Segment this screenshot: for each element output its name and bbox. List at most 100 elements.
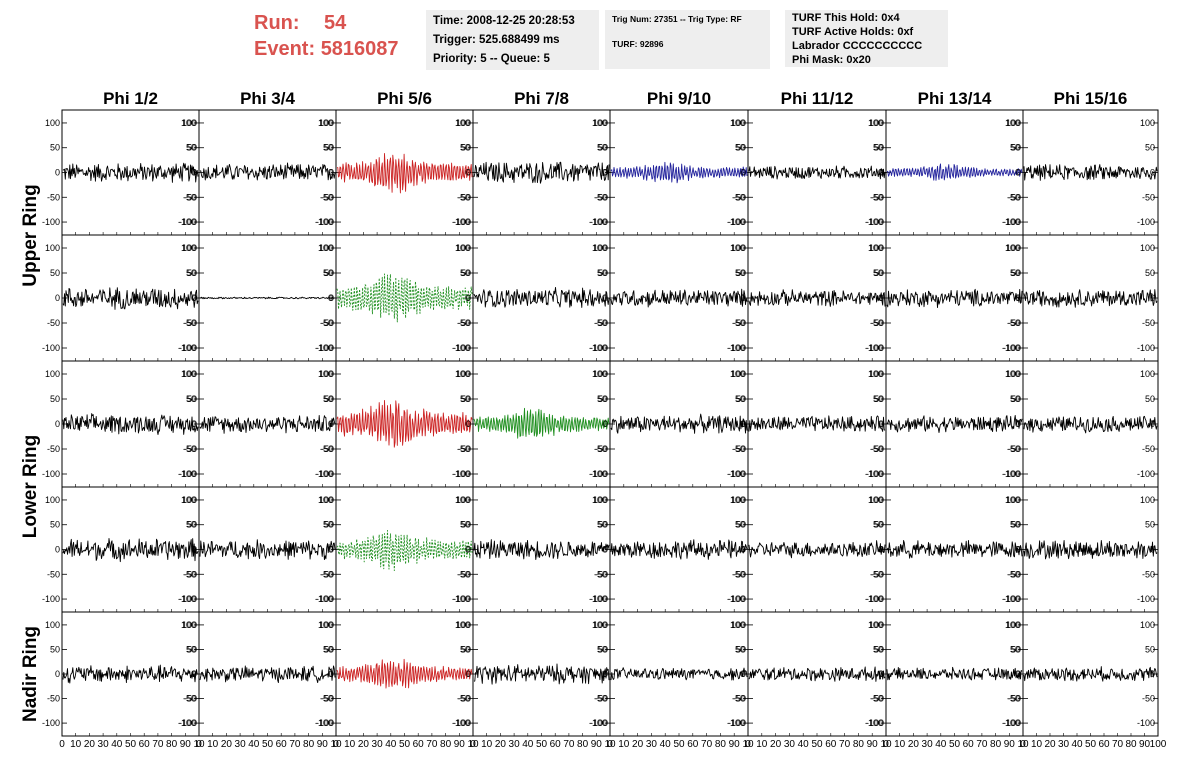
- y-tick-label: 50: [324, 520, 334, 530]
- y-tick-label: -100: [590, 718, 608, 728]
- y-tick-label: 50: [186, 520, 196, 530]
- y-tick-label: -100: [727, 469, 745, 479]
- y-tick-label: 50: [187, 268, 197, 278]
- y-tick-label: 100: [456, 118, 471, 128]
- x-tick-label: 60: [550, 739, 562, 750]
- y-tick-label: -50: [1008, 444, 1021, 454]
- y-tick-label: 0: [192, 293, 197, 303]
- y-tick-label: -50: [458, 192, 471, 202]
- run-value: 54: [324, 12, 347, 34]
- x-tick-label: 30: [646, 739, 658, 750]
- y-tick-label: 0: [1015, 419, 1020, 429]
- y-tick-label: 0: [466, 545, 471, 555]
- y-tick-label: 100: [182, 118, 197, 128]
- y-tick-label: 100: [182, 369, 197, 379]
- y-tick-label: 0: [191, 168, 196, 178]
- turf-info-box: TURF This Hold: 0x4 TURF Active Holds: 0…: [785, 10, 948, 67]
- y-tick-label: 0: [192, 168, 197, 178]
- y-tick-label: -100: [453, 594, 471, 604]
- y-tick-label: -100: [178, 217, 196, 227]
- column-header: Phi 7/8: [514, 89, 569, 108]
- y-tick-label: 50: [1011, 520, 1021, 530]
- y-tick-label: -50: [320, 318, 333, 328]
- x-tick-label: 80: [440, 739, 452, 750]
- y-tick-label: -50: [183, 694, 196, 704]
- x-tick-label: 30: [235, 739, 247, 750]
- waveform-trace: [748, 165, 886, 180]
- x-tick-label: 90: [317, 739, 329, 750]
- y-tick-label: 0: [192, 419, 197, 429]
- y-tick-label: -100: [727, 343, 745, 353]
- x-tick-label: 70: [289, 739, 301, 750]
- y-tick-label: -50: [594, 192, 607, 202]
- x-tick-label: 40: [798, 739, 810, 750]
- y-tick-label: 100: [181, 243, 196, 253]
- y-tick-label: 50: [186, 268, 196, 278]
- y-tick-label: 50: [598, 394, 608, 404]
- x-tick-label: 10: [193, 739, 205, 750]
- y-tick-label: 100: [869, 620, 884, 630]
- y-tick-label: -50: [1007, 444, 1020, 454]
- y-tick-label: -100: [590, 469, 608, 479]
- y-tick-label: -100: [589, 343, 607, 353]
- x-tick-label: 90: [591, 739, 603, 750]
- y-tick-label: -50: [732, 694, 745, 704]
- y-tick-label: 0: [741, 545, 746, 555]
- waveform-trace: [1023, 666, 1158, 682]
- y-tick-label: 100: [593, 495, 608, 505]
- ring-label: Nadir Ring: [20, 626, 41, 722]
- y-tick-label: -100: [727, 594, 745, 604]
- y-tick-label: 50: [735, 520, 745, 530]
- y-tick-label: -50: [321, 694, 334, 704]
- y-tick-label: 100: [730, 243, 745, 253]
- trig-num-text: Trig Num: 27351 -- Trig Type: RF: [612, 14, 742, 24]
- y-tick-label: 0: [603, 419, 608, 429]
- y-tick-label: -50: [1142, 569, 1155, 579]
- y-tick-label: -100: [315, 217, 333, 227]
- y-tick-label: 100: [182, 495, 197, 505]
- waveform-trace: [199, 415, 336, 434]
- x-tick-label: 60: [276, 739, 288, 750]
- x-tick-label: 20: [908, 739, 920, 750]
- y-tick-label: -50: [1008, 318, 1021, 328]
- y-tick-label: 0: [878, 419, 883, 429]
- y-tick-label: -100: [42, 718, 60, 728]
- waveform-trace: [886, 540, 1023, 559]
- waveform-trace: [748, 666, 886, 682]
- y-tick-label: -100: [452, 718, 470, 728]
- y-tick-label: -50: [870, 192, 883, 202]
- y-tick-label: -100: [316, 217, 334, 227]
- x-tick-label: 0: [883, 739, 889, 750]
- y-tick-label: 0: [602, 545, 607, 555]
- y-tick-label: 0: [603, 293, 608, 303]
- y-tick-label: 50: [187, 644, 197, 654]
- phi-mask-text: Phi Mask: 0x20: [792, 54, 871, 66]
- x-tick-label: 10: [467, 739, 479, 750]
- y-tick-label: -50: [320, 444, 333, 454]
- y-tick-label: 50: [873, 268, 883, 278]
- y-tick-label: 50: [598, 268, 608, 278]
- y-tick-label: -50: [47, 444, 60, 454]
- y-tick-label: 100: [869, 118, 884, 128]
- y-tick-label: 100: [1140, 495, 1155, 505]
- y-tick-label: -100: [1137, 594, 1155, 604]
- y-tick-label: 50: [323, 143, 333, 153]
- y-tick-label: -100: [453, 469, 471, 479]
- waveform-trace: [62, 162, 199, 183]
- y-tick-label: -50: [594, 318, 607, 328]
- y-tick-label: 50: [1010, 268, 1020, 278]
- x-tick-label: 80: [577, 739, 589, 750]
- y-tick-label: -50: [47, 569, 60, 579]
- y-tick-label: 100: [181, 369, 196, 379]
- y-tick-label: 50: [874, 268, 884, 278]
- y-tick-label: 50: [1010, 644, 1020, 654]
- y-tick-label: 100: [455, 369, 470, 379]
- x-tick-label: 90: [867, 739, 879, 750]
- y-tick-label: -50: [870, 694, 883, 704]
- x-tick-label: 40: [522, 739, 534, 750]
- y-tick-label: 0: [741, 669, 746, 679]
- y-tick-label: -100: [1137, 469, 1155, 479]
- y-tick-label: -50: [871, 694, 884, 704]
- waveform-trace: [1023, 415, 1158, 434]
- y-tick-label: -50: [732, 444, 745, 454]
